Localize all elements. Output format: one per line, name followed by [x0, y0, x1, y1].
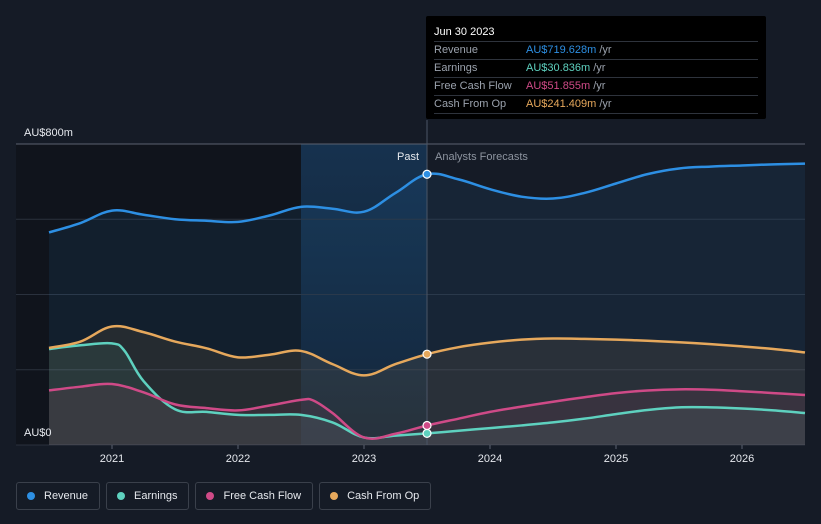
legend-dot-icon	[206, 492, 215, 500]
x-tick-label-2026: 2026	[730, 453, 754, 465]
marker-cash-from-op	[422, 349, 432, 359]
y-axis-bottom-label: AU$0	[24, 427, 52, 439]
legend-item-free-cash-flow[interactable]: Free Cash Flow	[195, 482, 314, 510]
tooltip-value: AU$51.855m	[526, 80, 591, 92]
line-earnings	[48, 341, 806, 440]
tooltip-unit: /yr	[599, 44, 612, 56]
tooltip-unit: /yr	[593, 62, 606, 74]
area-free-cash-flow	[49, 383, 805, 445]
tooltip-label: Earnings	[434, 62, 478, 74]
legend-label: Cash From Op	[347, 490, 420, 502]
tooltip-unit: /yr	[593, 80, 606, 92]
tooltip-label: Revenue	[434, 44, 479, 56]
tooltip-value: AU$719.628m	[526, 44, 597, 56]
legend-dot-icon	[330, 492, 339, 500]
legend-dot-icon	[27, 492, 35, 500]
x-tick-label-2021: 2021	[100, 453, 124, 465]
legend: Revenue Earnings Free Cash Flow Cash Fro…	[16, 482, 432, 510]
series-lines	[48, 162, 806, 441]
legend-dot-icon	[117, 492, 126, 500]
marker-revenue	[422, 169, 432, 179]
marker-free-cash-flow	[422, 420, 432, 431]
area-earnings	[49, 343, 805, 445]
tooltip-label: Cash From Op	[434, 98, 507, 110]
tooltip: Jun 30 2023 Revenue AU$719.628m /yr Earn…	[426, 16, 766, 119]
tooltip-unit: /yr	[599, 98, 612, 110]
tooltip-row-cash-from-op: Cash From Op AU$241.409m /yr	[434, 95, 758, 114]
legend-label: Free Cash Flow	[223, 490, 302, 502]
x-tick-label-2022: 2022	[226, 453, 250, 465]
x-tick-label-2024: 2024	[478, 453, 502, 465]
tooltip-date: Jun 30 2023	[434, 26, 495, 38]
tooltip-row-free-cash-flow: Free Cash Flow AU$51.855m /yr	[434, 77, 758, 95]
tooltip-row-revenue: Revenue AU$719.628m /yr	[434, 41, 758, 59]
legend-label: Earnings	[134, 490, 178, 502]
tooltip-row-earnings: Earnings AU$30.836m /yr	[434, 59, 758, 77]
x-tick-label-2025: 2025	[604, 453, 628, 465]
legend-item-earnings[interactable]: Earnings	[106, 482, 190, 510]
marker-earnings	[422, 428, 432, 438]
tooltip-value: AU$241.409m	[526, 98, 597, 110]
past-label: Past	[397, 151, 419, 163]
legend-label: Revenue	[44, 490, 89, 502]
tooltip-label: Free Cash Flow	[434, 80, 512, 92]
hover-markers	[422, 169, 432, 438]
gridlines	[16, 143, 805, 446]
analysts-forecasts-label: Analysts Forecasts	[435, 151, 528, 163]
legend-item-cash-from-op[interactable]: Cash From Op	[319, 482, 432, 510]
legend-item-revenue[interactable]: Revenue	[16, 482, 101, 510]
x-tick-label-2023: 2023	[352, 453, 376, 465]
line-free-cash-flow	[48, 382, 806, 441]
y-axis-top-label: AU$800m	[24, 127, 73, 139]
x-axis-ticks: 2021 2022 2023 2024 2025 2026	[100, 445, 754, 465]
tooltip-value: AU$30.836m	[526, 62, 591, 74]
